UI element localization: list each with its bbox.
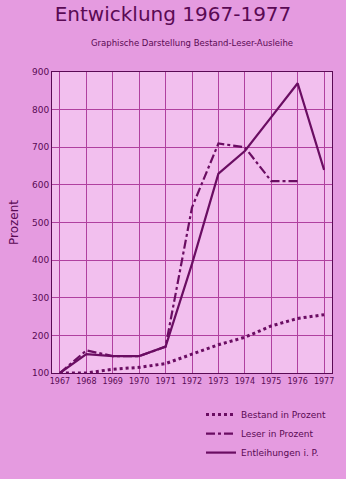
svg-text:100: 100 (32, 368, 49, 378)
svg-text:Leser in Prozent: Leser in Prozent (241, 429, 313, 439)
svg-text:1967: 1967 (50, 377, 70, 386)
svg-text:1972: 1972 (182, 377, 202, 386)
svg-text:300: 300 (32, 293, 49, 303)
svg-text:Prozent: Prozent (7, 200, 21, 245)
svg-text:1974: 1974 (235, 377, 255, 386)
svg-text:400: 400 (32, 255, 49, 265)
svg-text:Entwicklung 1967-1977: Entwicklung 1967-1977 (55, 2, 292, 26)
svg-text:Bestand in Prozent: Bestand in Prozent (241, 410, 326, 420)
svg-text:800: 800 (32, 105, 49, 115)
svg-text:900: 900 (32, 67, 49, 77)
svg-text:1976: 1976 (287, 377, 307, 386)
svg-text:1970: 1970 (129, 377, 149, 386)
svg-text:1969: 1969 (103, 377, 123, 386)
svg-text:1977: 1977 (314, 377, 334, 386)
svg-text:700: 700 (32, 142, 49, 152)
svg-text:1971: 1971 (155, 377, 175, 386)
svg-text:200: 200 (32, 331, 49, 341)
svg-text:1973: 1973 (208, 377, 228, 386)
svg-text:1975: 1975 (261, 377, 281, 386)
svg-text:1968: 1968 (76, 377, 96, 386)
svg-text:500: 500 (32, 218, 49, 228)
svg-text:Graphische Darstellung Bestand: Graphische Darstellung Bestand-Leser-Aus… (91, 38, 293, 48)
svg-text:Entleihungen i. P.: Entleihungen i. P. (241, 448, 319, 458)
svg-text:600: 600 (32, 180, 49, 190)
